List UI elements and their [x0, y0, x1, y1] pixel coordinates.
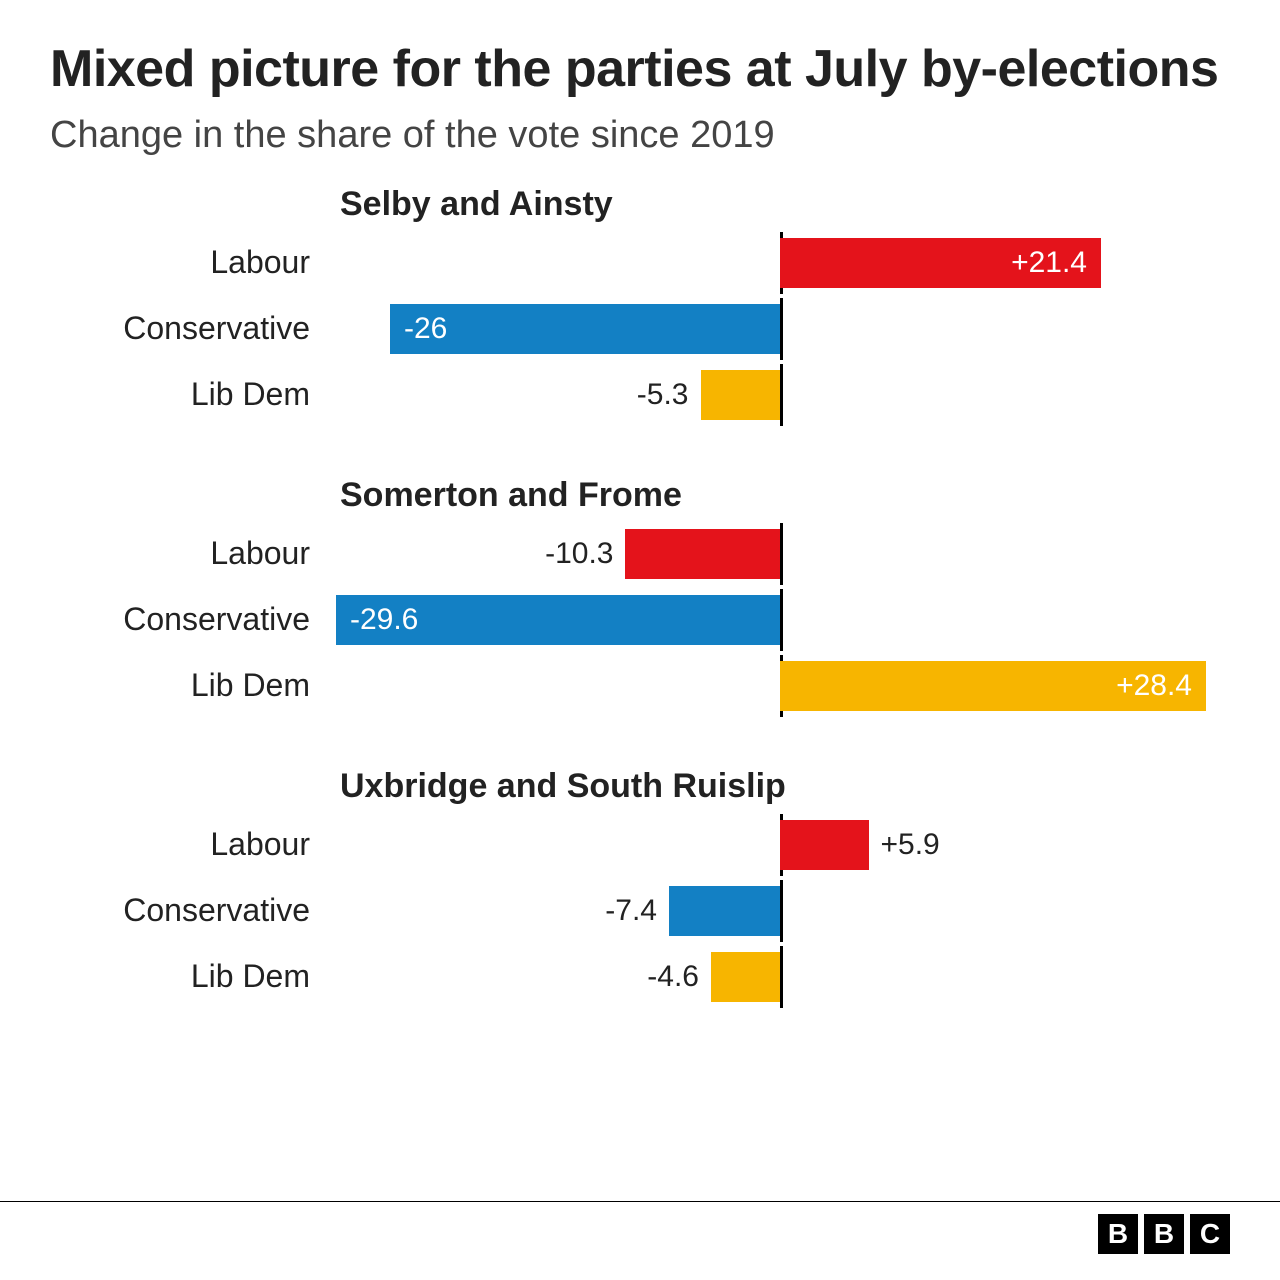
party-label: Lib Dem: [50, 376, 330, 413]
zero-axis: [780, 364, 783, 426]
bar-zone: -10.3: [330, 529, 1230, 579]
bar: [711, 952, 780, 1002]
zero-axis: [780, 523, 783, 585]
party-label: Labour: [50, 244, 330, 281]
bar-zone: -4.6: [330, 952, 1230, 1002]
party-label: Lib Dem: [50, 958, 330, 995]
bar-row: Lib Dem +28.4: [50, 655, 1230, 717]
party-label: Conservative: [50, 310, 330, 347]
bbc-logo-letter: C: [1190, 1214, 1230, 1254]
bar-value: +21.4: [997, 246, 1101, 280]
bbc-logo-letter: B: [1098, 1214, 1138, 1254]
chart-group: Selby and Ainsty Labour +21.4 Conservative -…: [50, 185, 1230, 426]
bar-value: +28.4: [1102, 669, 1206, 703]
bar-value: -4.6: [635, 960, 711, 994]
bar-value: -5.3: [625, 378, 701, 412]
footer-divider: [0, 1201, 1280, 1202]
bar: [780, 820, 869, 870]
party-label: Labour: [50, 826, 330, 863]
bar: -26: [390, 304, 780, 354]
party-label: Labour: [50, 535, 330, 572]
bar-zone: +21.4: [330, 238, 1230, 288]
zero-axis: [780, 880, 783, 942]
party-label: Lib Dem: [50, 667, 330, 704]
bar-row: Labour -10.3: [50, 523, 1230, 585]
bar-zone: +28.4: [330, 661, 1230, 711]
party-label: Conservative: [50, 601, 330, 638]
bar-value: -29.6: [336, 603, 432, 637]
party-label: Conservative: [50, 892, 330, 929]
bar-row: Labour +5.9: [50, 814, 1230, 876]
chart-group: Uxbridge and South Ruislip Labour +5.9 Cons…: [50, 767, 1230, 1008]
bar-zone: -7.4: [330, 886, 1230, 936]
bar: +21.4: [780, 238, 1101, 288]
bar-row: Conservative -7.4: [50, 880, 1230, 942]
chart-group: Somerton and Frome Labour -10.3 Conservativ…: [50, 476, 1230, 717]
bar-row: Labour +21.4: [50, 232, 1230, 294]
bar: -29.6: [336, 595, 780, 645]
group-title: Somerton and Frome: [340, 476, 1230, 515]
bar-zone: -26: [330, 304, 1230, 354]
group-title: Uxbridge and South Ruislip: [340, 767, 1230, 806]
group-title: Selby and Ainsty: [340, 185, 1230, 224]
bar: [701, 370, 780, 420]
chart-subtitle: Change in the share of the vote since 20…: [50, 114, 1230, 157]
bar-value: +5.9: [869, 828, 952, 862]
bar-row: Lib Dem -5.3: [50, 364, 1230, 426]
zero-axis: [780, 298, 783, 360]
bbc-logo-letter: B: [1144, 1214, 1184, 1254]
chart-title: Mixed picture for the parties at July by…: [50, 40, 1230, 100]
bar-zone: -5.3: [330, 370, 1230, 420]
bar-value: -26: [390, 312, 461, 346]
bar-row: Lib Dem -4.6: [50, 946, 1230, 1008]
bar-row: Conservative -26: [50, 298, 1230, 360]
bar-value: -10.3: [533, 537, 625, 571]
chart-area: Selby and AinstyLabour+21.4Conservative-…: [50, 185, 1230, 1008]
zero-axis: [780, 946, 783, 1008]
bar: +28.4: [780, 661, 1206, 711]
bar-value: -7.4: [593, 894, 669, 928]
zero-axis: [780, 589, 783, 651]
bar-row: Conservative-29.6: [50, 589, 1230, 651]
bar: [625, 529, 779, 579]
bbc-logo: B B C: [1098, 1214, 1230, 1254]
bar-zone: -29.6: [330, 595, 1230, 645]
bar-zone: +5.9: [330, 820, 1230, 870]
bar: [669, 886, 780, 936]
